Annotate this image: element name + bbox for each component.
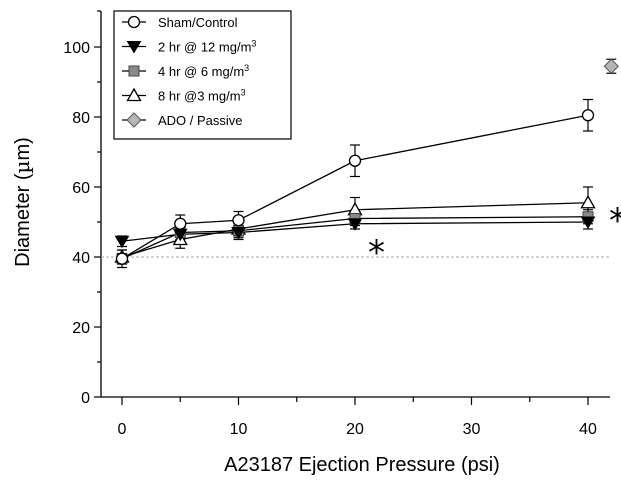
y-tick-label: 80 (72, 110, 90, 127)
data-point-series-0 (348, 154, 362, 167)
legend-entry-4: ADO / Passive (122, 112, 243, 128)
y-tick-label: 40 (72, 250, 90, 267)
axes: 0 20 40 60 80 100 0 10 20 30 40 (63, 10, 610, 438)
data-point-series-1 (580, 216, 596, 229)
data-point-series-1 (231, 227, 246, 240)
significance-star-2hr-group: * (368, 233, 385, 273)
legend-marker (126, 41, 142, 54)
x-tick-label: 40 (579, 421, 597, 438)
x-axis-title: A23187 Ejection Pressure (psi) (224, 454, 500, 476)
legend-entry-2: 4 hr @ 6 mg/m3 (122, 63, 249, 79)
legend-label: Sham/Control (158, 15, 238, 30)
data-point-series-0 (581, 109, 595, 122)
data-point-series-4 (603, 58, 620, 74)
y-tick-label: 60 (72, 180, 90, 197)
legend-label: 2 hr @ 12 mg/m3 (158, 39, 256, 55)
legend-box (113, 10, 292, 140)
legend-label: ADO / Passive (158, 113, 243, 128)
y-tick-label: 100 (63, 40, 90, 57)
data-point-series-0 (115, 252, 129, 265)
significance-star-4hr-group: * (609, 201, 621, 241)
series-markers (114, 58, 620, 265)
legend-entry-0: Sham/Control (122, 15, 238, 30)
legend-label: 8 hr @3 mg/m3 (158, 88, 246, 104)
legend-label: 4 hr @ 6 mg/m3 (158, 63, 249, 79)
x-tick-label: 10 (230, 421, 248, 438)
legend-marker (126, 112, 142, 128)
legend-entry-3: 8 hr @3 mg/m3 (122, 88, 246, 104)
data-point-series-3 (580, 194, 596, 209)
data-point-series-0 (174, 217, 187, 230)
data-point-series-0 (232, 214, 245, 227)
data-point-series-1 (347, 218, 363, 231)
data-point-series-1 (114, 235, 130, 249)
legend-marker (128, 65, 140, 77)
legend-entry-1: 2 hr @ 12 mg/m3 (122, 39, 256, 55)
y-tick-label: 20 (72, 320, 90, 337)
legend-marker (127, 15, 141, 29)
x-tick-label: 30 (463, 421, 481, 438)
y-tick-label: 0 (81, 390, 90, 407)
x-tick-label: 20 (346, 421, 364, 438)
legend: Sham/Control 2 hr @ 12 mg/m3 4 hr @ 6 mg/m… (113, 10, 292, 140)
y-axis-title: Diameter (µm) (10, 137, 34, 267)
legend-marker (126, 87, 142, 102)
x-tick-label: 0 (118, 421, 127, 438)
